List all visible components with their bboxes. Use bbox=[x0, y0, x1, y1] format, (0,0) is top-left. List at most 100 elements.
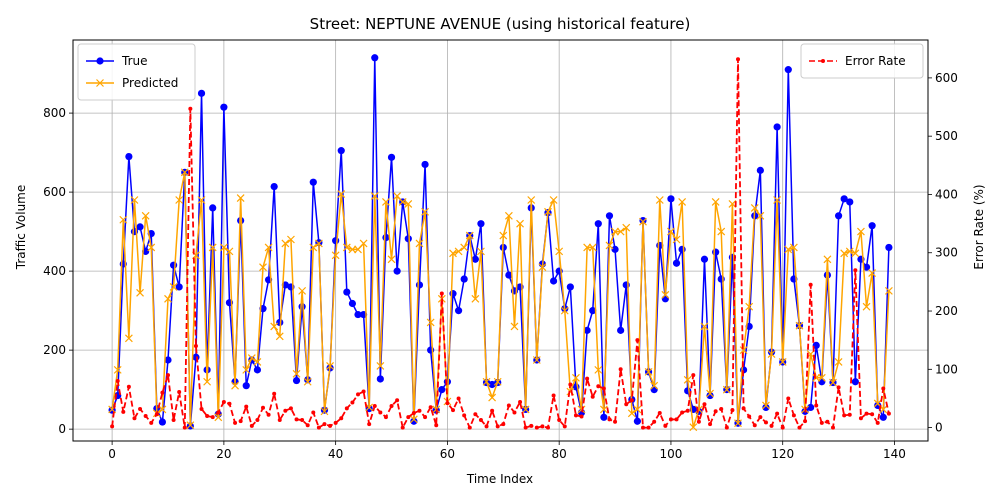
legend-box bbox=[77, 43, 196, 101]
data-point bbox=[378, 410, 383, 415]
data-point bbox=[292, 369, 301, 378]
data-point bbox=[130, 196, 139, 204]
data-point bbox=[382, 198, 390, 206]
data-point bbox=[879, 413, 887, 421]
plot-frame bbox=[72, 39, 929, 442]
y-tick-label: 400 bbox=[43, 264, 66, 278]
x-tick-label: 0 bbox=[108, 447, 116, 461]
y-tick-label: 600 bbox=[43, 185, 66, 199]
data-point bbox=[210, 415, 215, 420]
data-point bbox=[819, 420, 824, 425]
data-point bbox=[842, 413, 847, 418]
data-point bbox=[294, 417, 299, 422]
data-point bbox=[739, 346, 748, 355]
data-point bbox=[599, 405, 608, 414]
data-point bbox=[298, 286, 307, 295]
data-point bbox=[667, 227, 675, 236]
data-point bbox=[546, 425, 550, 430]
data-point bbox=[803, 419, 808, 424]
data-point bbox=[406, 415, 411, 420]
data-point bbox=[214, 413, 223, 422]
data-point bbox=[700, 255, 709, 263]
data-point bbox=[372, 404, 377, 409]
series-layer bbox=[108, 54, 893, 432]
data-point bbox=[818, 378, 826, 386]
data-point bbox=[840, 249, 849, 258]
data-point bbox=[387, 153, 396, 161]
data-point bbox=[823, 255, 832, 264]
data-point bbox=[566, 283, 574, 291]
data-point bbox=[233, 420, 238, 425]
x-tick-label: 20 bbox=[216, 447, 231, 461]
data-point bbox=[339, 416, 344, 421]
data-point bbox=[585, 376, 590, 381]
data-point bbox=[613, 419, 618, 424]
legend-marker bbox=[821, 59, 825, 63]
data-point bbox=[147, 243, 156, 252]
series-line bbox=[111, 58, 890, 429]
data-point bbox=[639, 217, 647, 226]
data-point bbox=[415, 239, 424, 248]
data-point bbox=[126, 384, 131, 389]
data-point bbox=[702, 402, 707, 407]
data-point bbox=[238, 419, 243, 424]
data-point bbox=[121, 409, 126, 414]
data-point bbox=[365, 403, 374, 412]
data-point bbox=[305, 423, 310, 428]
data-point bbox=[655, 196, 664, 204]
data-point bbox=[477, 247, 485, 256]
data-point bbox=[504, 211, 513, 220]
data-point bbox=[672, 235, 681, 244]
y-tick-label: 800 bbox=[43, 106, 66, 120]
data-point bbox=[132, 416, 137, 421]
data-point bbox=[870, 412, 875, 417]
data-point bbox=[791, 413, 796, 418]
data-point bbox=[868, 222, 876, 230]
data-point bbox=[583, 243, 592, 252]
data-point bbox=[775, 411, 780, 416]
data-point bbox=[149, 420, 154, 425]
data-point bbox=[389, 404, 394, 409]
data-point bbox=[691, 373, 696, 378]
data-point bbox=[886, 411, 891, 416]
data-point bbox=[342, 243, 351, 252]
data-point bbox=[348, 245, 357, 254]
data-point bbox=[711, 198, 720, 206]
data-point bbox=[661, 290, 670, 299]
legend-label: Predicted bbox=[122, 76, 178, 90]
data-point bbox=[529, 423, 534, 428]
data-point bbox=[568, 382, 573, 387]
data-point bbox=[428, 405, 433, 410]
y-right-tick-label: 400 bbox=[935, 187, 958, 201]
data-point bbox=[370, 192, 379, 200]
data-point bbox=[175, 283, 183, 291]
y-right-tick-label: 200 bbox=[935, 304, 958, 318]
data-point bbox=[516, 219, 524, 228]
data-point bbox=[249, 423, 254, 428]
x-tick-label: 100 bbox=[659, 447, 682, 461]
data-point bbox=[736, 57, 740, 62]
data-point bbox=[756, 166, 764, 174]
data-point bbox=[667, 195, 675, 203]
y-axis-right-label: Error Rate (%) bbox=[972, 184, 986, 269]
series-error-rate bbox=[110, 57, 891, 430]
data-point bbox=[387, 255, 396, 264]
data-point bbox=[438, 386, 446, 394]
data-point bbox=[166, 373, 170, 378]
y-right-tick-label: 100 bbox=[935, 362, 958, 376]
data-point bbox=[376, 375, 384, 383]
data-point bbox=[417, 408, 422, 413]
data-point bbox=[125, 152, 133, 161]
data-point bbox=[383, 415, 388, 420]
data-point bbox=[493, 377, 502, 386]
data-point bbox=[328, 423, 333, 428]
data-point bbox=[719, 406, 724, 411]
data-point bbox=[171, 418, 176, 423]
data-point bbox=[221, 399, 226, 404]
data-point bbox=[831, 425, 835, 430]
data-point bbox=[423, 415, 428, 420]
data-point bbox=[875, 420, 880, 425]
data-point bbox=[652, 419, 657, 424]
data-point bbox=[786, 396, 791, 401]
data-point bbox=[573, 413, 578, 418]
